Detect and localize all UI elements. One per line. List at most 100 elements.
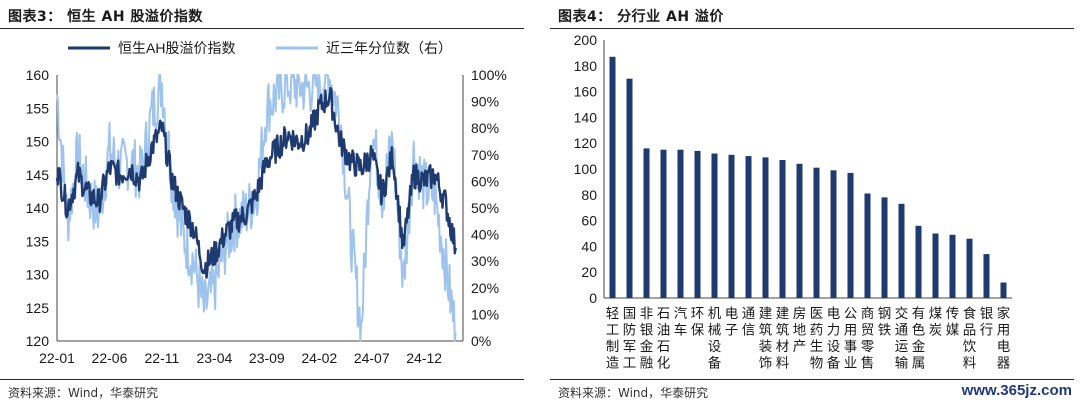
source-note: 资料来源：Wind，华泰研究 — [8, 386, 159, 400]
y-tick-label: 160 — [574, 84, 598, 100]
y2-tick-label: 100% — [471, 67, 507, 83]
y-tick-label: 180 — [574, 58, 598, 74]
x-tick-label: 24-07 — [354, 350, 390, 366]
x-category-label: 电力设备 — [827, 306, 841, 372]
y2-tick-label: 60% — [471, 173, 499, 189]
y-tick-label: 130 — [26, 267, 50, 283]
x-category-label: 传媒 — [946, 306, 960, 339]
x-tick-label: 24-12 — [406, 350, 442, 366]
legend-label-index: 恒生AH股溢价指数 — [118, 40, 235, 56]
bar — [830, 170, 837, 298]
y2-tick-label: 10% — [471, 306, 499, 322]
bar — [864, 193, 871, 298]
y2-tick-label: 20% — [471, 280, 499, 296]
figure-title: 图表3： 恒生 AH 股溢价指数 — [8, 9, 203, 25]
source-note: 资料来源：Wind，华泰研究 — [558, 386, 709, 400]
legend-label-percentile: 近三年分位数（右） — [326, 40, 452, 56]
x-tick-label: 22-01 — [39, 350, 75, 366]
bar — [1000, 282, 1007, 298]
bar — [694, 150, 701, 298]
x-category-label: 通信 — [742, 306, 756, 339]
x-category-label: 机械设备 — [708, 306, 722, 372]
y2-tick-label: 80% — [471, 120, 499, 136]
y-tick-label: 140 — [574, 109, 598, 125]
x-category-label: 房地产 — [793, 306, 807, 355]
bar — [660, 149, 667, 298]
y-tick-label: 100 — [574, 161, 598, 177]
ah-premium-index-line — [55, 86, 457, 279]
y2-tick-label: 70% — [471, 147, 499, 163]
source-rule — [0, 379, 524, 380]
y-tick-label: 145 — [26, 167, 50, 183]
x-tick-label: 22-06 — [92, 350, 128, 366]
y2-tick-label: 90% — [471, 94, 499, 110]
x-category-label: 食品饮料 — [963, 305, 977, 372]
bar — [915, 225, 922, 298]
bar — [677, 149, 684, 298]
x-tick-label: 23-04 — [196, 350, 232, 366]
y-tick-label: 0 — [589, 290, 597, 306]
source-rule — [550, 379, 1074, 380]
x-category-label: 环保 — [691, 306, 705, 339]
bar — [762, 157, 769, 298]
x-category-label: 公用事业 — [844, 306, 858, 372]
y-tick-label: 60 — [581, 213, 597, 229]
y2-tick-label: 0% — [471, 333, 491, 349]
x-category-label: 钢铁 — [878, 306, 892, 339]
bar — [881, 197, 888, 298]
y2-tick-label: 50% — [471, 200, 499, 216]
x-category-label: 建筑材料 — [776, 306, 790, 372]
x-category-label: 建筑装饰 — [759, 306, 773, 372]
x-tick-label: 22-11 — [145, 350, 180, 366]
bar — [711, 153, 718, 298]
bar — [949, 234, 956, 298]
figure-4-panel: 图表4： 分行业 AH 溢价 200 180 160 140 120 100 80 60 40 2… — [550, 0, 1080, 405]
y-tick-label: 40 — [581, 238, 597, 254]
y-tick-label: 160 — [26, 67, 50, 83]
bar — [728, 154, 735, 298]
x-category-label: 交通运输 — [895, 305, 909, 372]
ah-premium-line-chart: 160 155 150 145 140 135 130 125 120 100% 90% 80% 70%… — [26, 40, 507, 366]
x-category-label: 电子 — [725, 306, 739, 339]
x-category-label: 国防军工 — [623, 306, 637, 372]
y-tick-label: 140 — [26, 200, 50, 216]
y-tick-label: 120 — [26, 333, 50, 349]
bar — [609, 56, 616, 298]
y-tick-label: 200 — [574, 32, 598, 48]
y-tick-label: 125 — [26, 300, 50, 316]
y-tick-label: 120 — [574, 135, 598, 151]
title-rule — [550, 28, 1074, 29]
x-tick-label: 23-09 — [249, 350, 285, 366]
title-rule — [0, 28, 524, 29]
x-category-label: 有色金属 — [912, 306, 926, 372]
bar — [932, 233, 939, 298]
x-category-label: 非银金融 — [640, 306, 654, 372]
bar — [779, 160, 786, 298]
y2-tick-label: 40% — [471, 227, 499, 243]
bar — [898, 203, 905, 298]
watermark: www.365jz.com — [961, 382, 1072, 399]
bar — [813, 167, 820, 298]
percentile-series-line — [56, 74, 457, 342]
x-category-label: 商贸零售 — [861, 306, 875, 372]
bar — [966, 238, 973, 298]
x-category-label: 汽车 — [674, 306, 688, 339]
x-category-label: 医药生物 — [810, 306, 824, 372]
x-category-label: 轻工制造 — [606, 306, 620, 372]
y-tick-label: 20 — [581, 264, 597, 280]
bar — [643, 148, 650, 298]
y-tick-label: 80 — [581, 187, 597, 203]
bar — [745, 156, 752, 298]
bar — [796, 163, 803, 298]
x-category-label: 银行 — [980, 306, 994, 339]
figure-3-panel: 图表3： 恒生 AH 股溢价指数 160 155 150 145 140 135 130 12… — [0, 0, 530, 405]
bar — [847, 172, 854, 298]
y-tick-label: 135 — [26, 233, 50, 249]
x-category-label: 煤炭 — [929, 306, 943, 339]
y2-tick-label: 30% — [471, 253, 499, 269]
bar — [626, 78, 633, 298]
industry-ah-premium-bar-chart: 200180160140120100806040200轻工制造国防军工非银金融石… — [574, 32, 1012, 372]
y-tick-label: 150 — [26, 134, 50, 150]
y-tick-label: 155 — [26, 100, 50, 116]
x-category-label: 石油石化 — [657, 306, 671, 372]
